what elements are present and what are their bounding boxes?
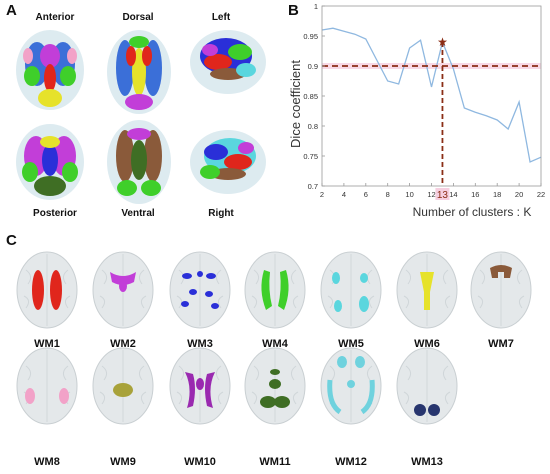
tract-label-wm1: WM1 — [34, 338, 60, 350]
series-line — [321, 27, 542, 163]
panel-c-letter: C — [6, 232, 17, 249]
x-tick-label: 22 — [537, 190, 545, 199]
dice-coefficient-chart: ★ 2 4 6 8 10 12 14 16 18 20 22 13 0.7 0.75 0.8 0.85 0.9… — [288, 2, 545, 219]
highlight-k-bg — [435, 188, 450, 200]
tract-label-wm3: WM3 — [187, 338, 213, 350]
brain-dorsal-view — [107, 30, 171, 114]
brain-posterior-view — [16, 124, 84, 200]
brain-left-view — [190, 30, 266, 94]
threshold-band — [322, 63, 541, 69]
brain-right-view — [190, 130, 266, 194]
brain-wm12 — [320, 347, 382, 425]
x-axis-label: Number of clusters : K — [413, 205, 532, 219]
tract-label-wm12: WM12 — [335, 456, 367, 468]
tract-label-wm10: WM10 — [184, 456, 216, 468]
view-label-right: Right — [208, 208, 234, 219]
brain-wm3 — [169, 251, 231, 329]
highlight-k-label: 13 — [437, 190, 449, 201]
tract-label-wm8: WM8 — [34, 456, 60, 468]
tract-label-wm5: WM5 — [338, 338, 364, 350]
brain-wm1 — [16, 251, 78, 329]
x-tick-label: 16 — [471, 190, 479, 199]
y-tick-label: 0.85 — [303, 92, 318, 101]
panel-b-letter: B — [288, 2, 299, 19]
panel-a-letter: A — [6, 2, 17, 19]
highlight-marker: ★ — [437, 35, 448, 49]
y-tick-label: 1 — [314, 2, 318, 11]
y-tick-label: 0.9 — [308, 62, 318, 71]
brain-wm2 — [92, 251, 154, 329]
brain-wm8 — [16, 347, 78, 425]
brain-wm7 — [470, 251, 532, 329]
y-axis-label: Dice coefficient — [288, 60, 303, 148]
brain-wm5 — [320, 251, 382, 329]
x-tick-label: 14 — [449, 190, 457, 199]
tract-label-wm4: WM4 — [262, 338, 288, 350]
plot-frame — [321, 5, 542, 187]
view-label-posterior: Posterior — [33, 208, 77, 219]
brain-wm11 — [244, 347, 306, 425]
y-tick-label: 0.7 — [308, 182, 318, 191]
y-tick-label: 0.8 — [308, 122, 318, 131]
x-tick-label: 2 — [320, 190, 324, 199]
brain-wm6 — [396, 251, 458, 329]
tract-label-wm7: WM7 — [488, 338, 514, 350]
x-tick-label: 6 — [364, 190, 368, 199]
view-label-anterior: Anterior — [35, 12, 75, 23]
brain-wm9 — [92, 347, 154, 425]
brain-wm10 — [169, 347, 231, 425]
tract-label-wm6: WM6 — [414, 338, 440, 350]
y-tick-label: 0.75 — [303, 152, 318, 161]
tract-label-wm11: WM11 — [259, 456, 291, 468]
view-label-ventral: Ventral — [121, 208, 155, 219]
brain-anterior-view — [16, 30, 84, 110]
brain-ventral-view — [107, 120, 171, 204]
brain-wm13 — [396, 347, 458, 425]
tract-label-wm13: WM13 — [411, 456, 443, 468]
x-tick-label: 20 — [515, 190, 523, 199]
view-label-dorsal: Dorsal — [122, 12, 154, 23]
y-tick-label: 0.95 — [303, 32, 318, 41]
x-tick-label: 8 — [386, 190, 390, 199]
tract-label-wm9: WM9 — [110, 456, 136, 468]
x-tick-label: 4 — [342, 190, 346, 199]
view-label-left: Left — [211, 12, 231, 23]
x-tick-label: 12 — [427, 190, 435, 199]
x-tick-label: 18 — [493, 190, 501, 199]
brain-wm4 — [244, 251, 306, 329]
tract-label-wm2: WM2 — [110, 338, 136, 350]
x-tick-label: 10 — [405, 190, 413, 199]
